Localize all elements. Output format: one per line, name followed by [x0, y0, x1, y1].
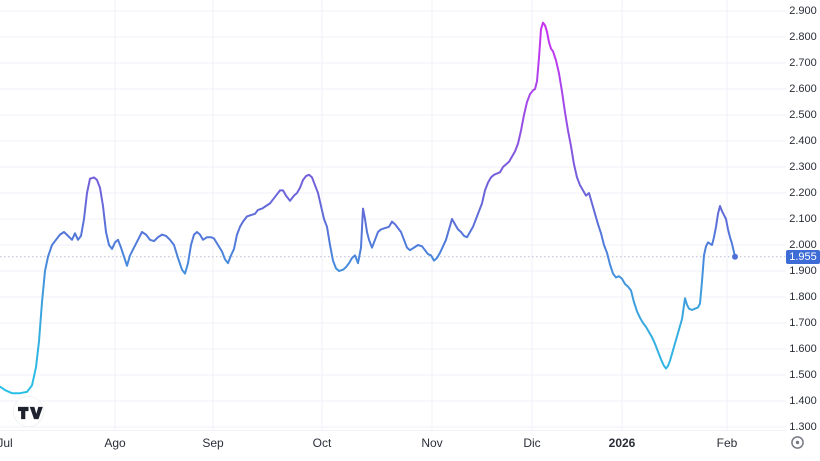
- time-tick-label: Oct: [312, 436, 332, 450]
- price-tick-label: 2.200: [789, 187, 817, 199]
- time-tick-label: Dic: [523, 436, 541, 450]
- time-tick-label: Nov: [421, 436, 443, 450]
- tradingview-glyph-icon: [17, 406, 43, 420]
- price-tick-label: 2.400: [789, 135, 817, 147]
- price-tick-label: 2.100: [789, 213, 817, 225]
- time-tick-label: Jul: [0, 436, 13, 450]
- last-price-badge: 1.955: [786, 249, 820, 264]
- time-tick-label: Sep: [202, 436, 224, 450]
- last-price-dot: [732, 253, 738, 260]
- price-tick-label: 1.400: [789, 395, 817, 407]
- vertical-gridlines: [114, 0, 728, 430]
- tradingview-logo[interactable]: [10, 393, 47, 430]
- settings-gear-icon[interactable]: [789, 434, 806, 451]
- price-tick-label: 2.900: [789, 5, 817, 17]
- price-tick-label: 1.500: [789, 369, 817, 381]
- price-line-series: [0, 21, 736, 395]
- price-tick-label: 2.800: [789, 31, 817, 43]
- price-tick-label: 1.900: [789, 265, 817, 277]
- price-axis[interactable]: 2.900 2.800 2.700 2.600 2.500 2.400 2.300 2.200…: [786, 0, 820, 433]
- price-tick-label: 2.000: [789, 239, 817, 251]
- time-tick-label: Feb: [716, 436, 738, 450]
- price-tick-label: 2.500: [789, 109, 817, 121]
- price-tick-label: 1.800: [789, 291, 817, 303]
- horizontal-gridlines: [0, 10, 786, 428]
- price-tick-label: 2.600: [789, 83, 817, 95]
- price-tick-label: 2.300: [789, 161, 817, 173]
- price-tick-label: 2.700: [789, 57, 817, 69]
- price-tick-label: 1.300: [789, 421, 817, 433]
- price-tick-label: 1.600: [789, 343, 817, 355]
- time-tick-label: Ago: [104, 436, 126, 450]
- time-tick-label: 2026: [608, 436, 636, 450]
- time-axis[interactable]: Jul Ago Sep Oct Nov Dic 2026 Feb: [0, 430, 786, 461]
- price-tick-label: 1.700: [789, 317, 817, 329]
